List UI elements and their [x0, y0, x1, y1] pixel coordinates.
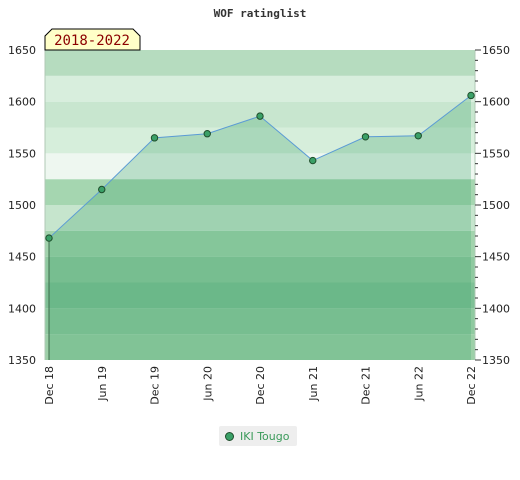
background-band [45, 256, 475, 283]
data-point [256, 112, 264, 120]
background-band [45, 282, 475, 309]
background-band [45, 50, 475, 76]
y-tick-label-left: 1550 [8, 147, 36, 160]
period-badge: 2018-2022 [44, 28, 141, 51]
data-point [467, 91, 475, 100]
background-bands [45, 50, 475, 360]
background-band [45, 334, 475, 360]
y-tick-label-left: 1500 [8, 199, 36, 212]
tick-group [475, 49, 481, 361]
x-tick-label: Dec 18 [43, 366, 56, 405]
data-point [150, 134, 159, 142]
y-tick-label-right: 1400 [482, 302, 510, 315]
y-tick-label-left: 1650 [8, 44, 36, 57]
background-band [45, 308, 475, 335]
data-point [45, 234, 53, 242]
y-tick-label-left: 1400 [8, 302, 36, 315]
y-tick-label-left: 1350 [8, 354, 36, 367]
data-point [309, 156, 317, 165]
x-tick-label: Dec 21 [360, 366, 373, 405]
data-point [98, 185, 106, 194]
background-band [45, 127, 475, 154]
y-tick-label-right: 1500 [482, 199, 510, 212]
y-tick-label-left: 1600 [8, 96, 36, 109]
x-tick-labels: Dec 18 Jun 19 Dec 19 Jun 20 Dec 20 Jun 21 Dec … [43, 366, 478, 405]
data-point [203, 130, 211, 138]
x-tick-label: Jun 22 [412, 366, 425, 402]
y-tick-label-right: 1450 [482, 251, 510, 264]
period-label: 2018-2022 [54, 33, 130, 49]
y-tick-labels-right: 1350 1400 1450 1500 1550 1600 1650 [482, 44, 510, 367]
x-tick-label: Jun 21 [307, 366, 320, 402]
background-band [45, 179, 475, 205]
legend-series-label: IKI Tougo [240, 429, 290, 443]
y-tick-label-right: 1600 [482, 96, 510, 109]
data-markers [45, 91, 475, 242]
rating-area [49, 95, 471, 360]
x-tick-label: Dec 19 [149, 366, 162, 405]
background-band [45, 205, 475, 231]
x-tick-label: Jun 20 [201, 366, 214, 402]
y-tick-label-right: 1350 [482, 354, 510, 367]
y-tick-labels-left: 1350 1400 1450 1500 1550 1600 1650 [8, 44, 36, 367]
y-tick-label-left: 1450 [8, 251, 36, 264]
x-tick-label: Jun 19 [96, 366, 109, 402]
legend-marker-icon [225, 431, 234, 441]
legend[interactable]: IKI Tougo [219, 426, 298, 446]
period-badge-background [44, 28, 141, 51]
y-tick-label-right: 1650 [482, 44, 510, 57]
x-tick-label: Dec 22 [465, 366, 478, 405]
chart-title: WOF ratinglist [214, 7, 307, 20]
data-point [414, 132, 422, 140]
x-tick-label: Dec 20 [254, 366, 267, 405]
data-point [361, 133, 370, 141]
background-band [45, 75, 475, 102]
background-band [45, 230, 475, 257]
y-tick-label-right: 1550 [482, 147, 510, 160]
